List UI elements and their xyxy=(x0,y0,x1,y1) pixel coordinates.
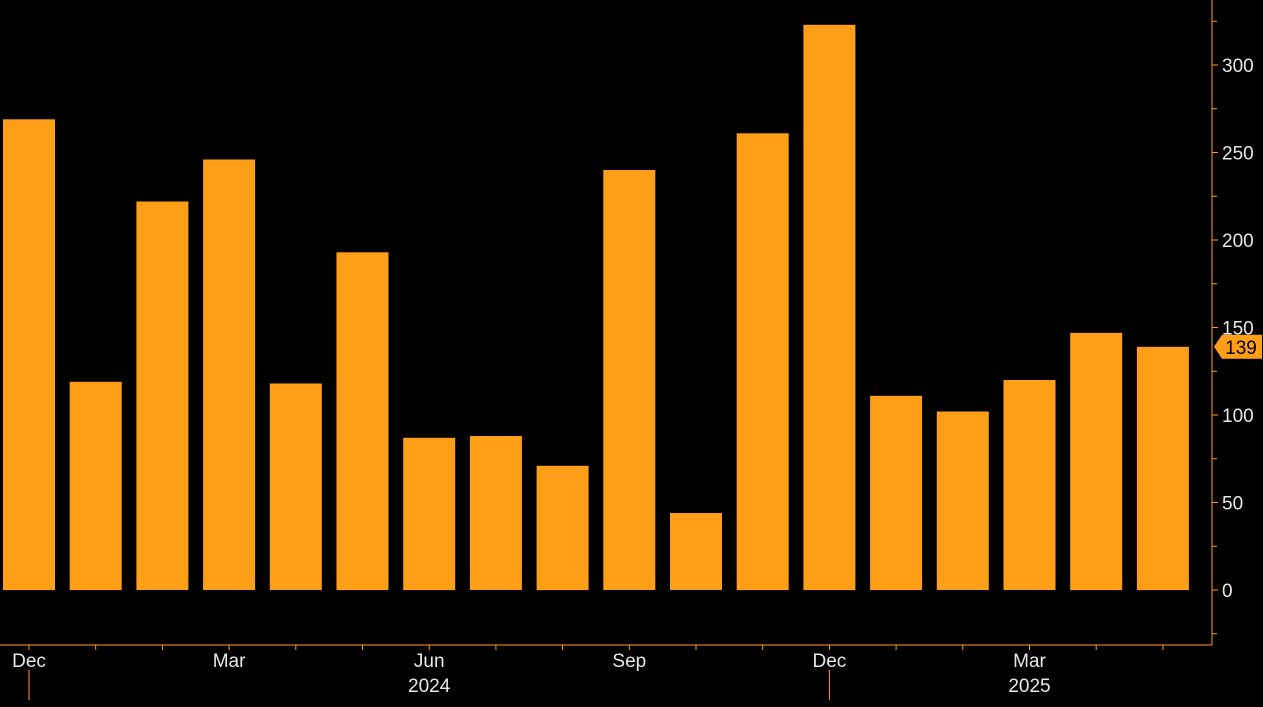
x-tick-label: Dec xyxy=(12,651,46,672)
last-value-tag xyxy=(1214,334,1262,359)
y-tick-label: 100 xyxy=(1222,406,1254,427)
bar xyxy=(3,119,55,591)
x-tick-label: Jun xyxy=(414,651,445,672)
year-label: 2024 xyxy=(408,676,451,697)
bar xyxy=(403,437,456,591)
bar xyxy=(870,395,923,591)
bars-group xyxy=(3,24,1189,591)
last-value-label: 139 xyxy=(1225,338,1257,359)
y-tick-label: 0 xyxy=(1222,581,1233,602)
labels-group: 0 50 100 150 200 250 300 Dec Mar Jun Sep Dec Mar 2024… xyxy=(12,56,1257,697)
bar xyxy=(536,465,589,591)
year-label: 2025 xyxy=(1008,676,1050,697)
bar xyxy=(336,252,389,591)
bar xyxy=(469,436,522,590)
bar xyxy=(1003,380,1056,590)
y-tick-label: 150 xyxy=(1222,319,1254,340)
x-tick-label: Mar xyxy=(213,651,246,672)
bar xyxy=(1136,346,1189,591)
bar xyxy=(603,170,656,590)
bar xyxy=(1070,332,1123,591)
x-tick-label: Mar xyxy=(1013,651,1046,672)
x-tick-label: Sep xyxy=(612,651,646,672)
bar xyxy=(136,201,189,590)
bar xyxy=(203,159,256,590)
bar xyxy=(670,513,722,590)
bar xyxy=(803,24,856,591)
bar xyxy=(936,411,989,590)
y-tick-label: 250 xyxy=(1222,144,1254,165)
bar xyxy=(736,133,789,591)
bar xyxy=(69,381,122,591)
y-tick-label: 300 xyxy=(1222,56,1254,77)
x-tick-label: Dec xyxy=(813,651,847,672)
y-tick-label: 200 xyxy=(1222,231,1254,252)
bar xyxy=(269,383,322,590)
y-tick-label: 50 xyxy=(1222,494,1243,515)
